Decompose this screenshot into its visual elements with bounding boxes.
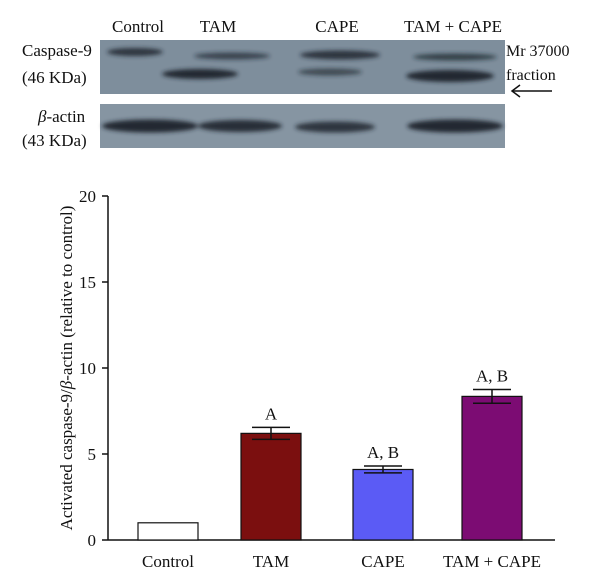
lane-label-tam: TAM	[200, 17, 236, 36]
actin-band-control	[102, 119, 198, 133]
actin-kda-label: (43 KDa)	[22, 131, 87, 150]
caspase-band-cape-lower	[298, 68, 362, 76]
actin-band-tam	[198, 120, 282, 132]
bars: A A, B A, B	[137, 367, 523, 541]
y-tick-label: 5	[88, 445, 97, 464]
bar-tam	[240, 432, 302, 541]
bar-chart: 0 5 10 15 20 A A, B A, B Control TAM CAPE TAM + C…	[57, 187, 555, 571]
caspase-kda-label: (46 KDa)	[22, 68, 87, 87]
lane-label-cape: CAPE	[315, 17, 358, 36]
caspase-band-cape-upper	[300, 50, 380, 60]
caspase-band-combo-upper	[413, 53, 497, 61]
lane-label-control: Control	[112, 17, 164, 36]
y-tick-label: 20	[79, 187, 96, 206]
lane-label-tam-cape: TAM + CAPE	[404, 17, 502, 36]
caspase-band-control-upper	[107, 48, 163, 56]
x-tick-label: TAM	[253, 552, 289, 571]
y-tick-label: 15	[79, 273, 96, 292]
caspase-label: Caspase-9	[22, 41, 92, 60]
x-tick-labels: Control TAM CAPE TAM + CAPE	[142, 552, 541, 571]
y-axis-label: Activated caspase-9/β-actin (relative to…	[57, 206, 76, 531]
y-tick-label: 0	[88, 531, 97, 550]
caspase-band-tam-upper	[194, 52, 270, 60]
actin-bands	[102, 119, 503, 133]
y-tick-label: 10	[79, 359, 96, 378]
significance-label: A, B	[367, 443, 399, 462]
bar-cape	[352, 468, 414, 541]
x-tick-label: TAM + CAPE	[443, 552, 541, 571]
actin-band-cape	[295, 121, 375, 133]
x-tick-label: Control	[142, 552, 194, 571]
caspase-bands	[107, 48, 497, 82]
y-ticks: 0 5 10 15 20	[79, 187, 108, 550]
bar-tam-cape	[461, 395, 523, 541]
caspase-band-tam-lower	[162, 69, 238, 79]
significance-label: A, B	[476, 367, 508, 386]
x-tick-label: CAPE	[361, 552, 404, 571]
caspase-blot-panel	[100, 40, 505, 94]
actin-label: β-actin	[37, 107, 86, 126]
bar-control	[137, 522, 199, 541]
fraction-label-line2: fraction	[506, 67, 556, 84]
significance-label: A	[265, 404, 278, 423]
fraction-label-line1: Mr 37000	[506, 43, 570, 60]
actin-band-combo	[407, 119, 503, 133]
western-blot: Control TAM CAPE TAM + CAPE Caspase-9 (4…	[22, 17, 570, 150]
caspase-band-combo-lower	[406, 70, 494, 82]
arrow-left-icon	[510, 84, 552, 98]
